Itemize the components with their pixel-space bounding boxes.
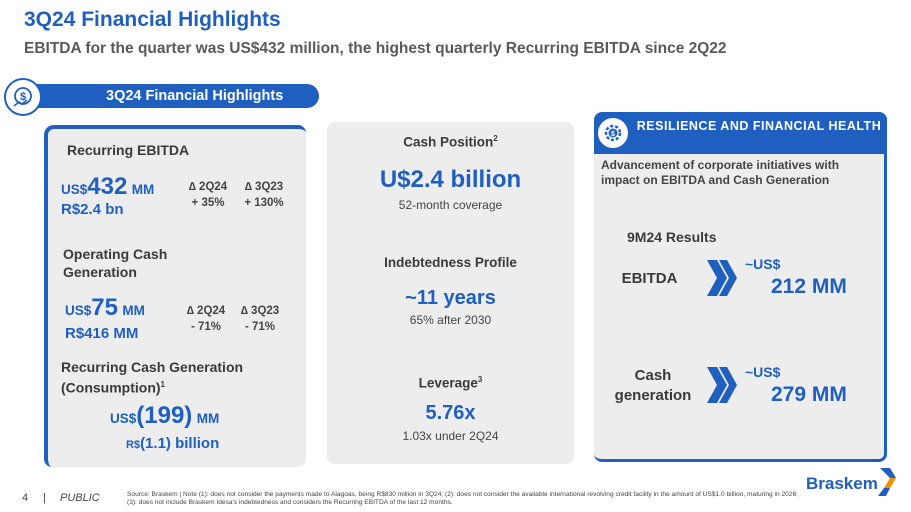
ocg-delta-2q24: ∆ 2Q24 - 71% bbox=[186, 305, 226, 333]
indebtedness-value: ~11 years bbox=[405, 287, 496, 309]
operating-cash-label: Operating Cash Generation bbox=[63, 246, 168, 280]
footer-separator: | bbox=[43, 492, 46, 504]
operating-cash-brl: R$416 MM bbox=[65, 325, 139, 342]
recurring-cash-gen-label: Recurring Cash Generation (Consumption)1 bbox=[61, 359, 244, 396]
cash-position-sub: 52-month coverage bbox=[398, 198, 503, 212]
ebitda-result-label: EBITDA bbox=[621, 270, 678, 287]
middle-metrics-card: Cash Position2 U$2.4 billion 52-month co… bbox=[327, 122, 574, 464]
chevron-right-icon bbox=[707, 260, 737, 296]
cash-gen-result-prefix: ~US$ bbox=[745, 364, 781, 380]
indebtedness-label: Indebtedness Profile bbox=[384, 255, 517, 270]
page-number: 4 bbox=[22, 492, 29, 504]
recurring-ebitda-value: US$432 MM bbox=[61, 173, 155, 200]
page-subtitle: EBITDA for the quarter was US$432 millio… bbox=[24, 40, 727, 57]
leverage-value: 5.76x bbox=[425, 402, 476, 424]
page-title: 3Q24 Financial Highlights bbox=[24, 8, 281, 31]
left-metrics-card: Recurring EBITDA US$432 MM R$2.4 bn ∆ 2Q… bbox=[44, 125, 306, 467]
leverage-label: Leverage3 bbox=[418, 375, 483, 391]
cash-gen-result-label: Cash generation bbox=[614, 367, 692, 404]
ebitda-delta-2q24: ∆ 2Q24 + 35% bbox=[188, 181, 228, 209]
indebtedness-sub: 65% after 2030 bbox=[409, 313, 492, 327]
classification-label: PUBLIC bbox=[60, 492, 100, 504]
braskem-logo: Braskem bbox=[806, 474, 878, 493]
dollar-growth-icon: $ bbox=[4, 78, 42, 116]
ebitda-delta-3q23: ∆ 3Q23 + 130% bbox=[244, 181, 284, 209]
ebitda-result-value: 212 MM bbox=[771, 275, 847, 298]
resilience-description: Advancement of corporate initiatives wit… bbox=[601, 158, 840, 187]
svg-text:$: $ bbox=[611, 131, 615, 138]
ocg-delta-3q23: ∆ 3Q23 - 71% bbox=[240, 305, 280, 333]
chevron-right-icon bbox=[707, 367, 737, 403]
recurring-cash-gen-value: US$(199) MM bbox=[110, 402, 220, 429]
braskem-logo-icon bbox=[878, 468, 896, 496]
resilience-card: $ RESILIENCE AND FINANCIAL HEALTH Advanc… bbox=[594, 112, 887, 462]
cash-position-value: U$2.4 billion bbox=[379, 166, 522, 193]
source-note: Source: Braskem | Note (1): does not con… bbox=[127, 491, 798, 506]
operating-cash-value: US$75 MM bbox=[65, 294, 145, 321]
resilience-title: RESILIENCE AND FINANCIAL HEALTH bbox=[636, 119, 882, 133]
leverage-sub: 1.03x under 2Q24 bbox=[402, 429, 499, 443]
cash-gen-result-value: 279 MM bbox=[771, 383, 847, 406]
results-period-label: 9M24 Results bbox=[627, 229, 717, 245]
svg-text:$: $ bbox=[20, 91, 26, 103]
ebitda-result-prefix: ~US$ bbox=[745, 256, 781, 272]
section-tab: 3Q24 Financial Highlights bbox=[24, 84, 319, 108]
recurring-ebitda-label: Recurring EBITDA bbox=[67, 142, 190, 158]
recurring-cash-gen-brl: R$(1.1) billion bbox=[126, 435, 220, 452]
gear-dollar-icon: $ bbox=[596, 116, 630, 150]
cash-position-label: Cash Position2 bbox=[403, 134, 498, 150]
resilience-banner bbox=[594, 112, 887, 154]
recurring-ebitda-brl: R$2.4 bn bbox=[61, 201, 124, 218]
